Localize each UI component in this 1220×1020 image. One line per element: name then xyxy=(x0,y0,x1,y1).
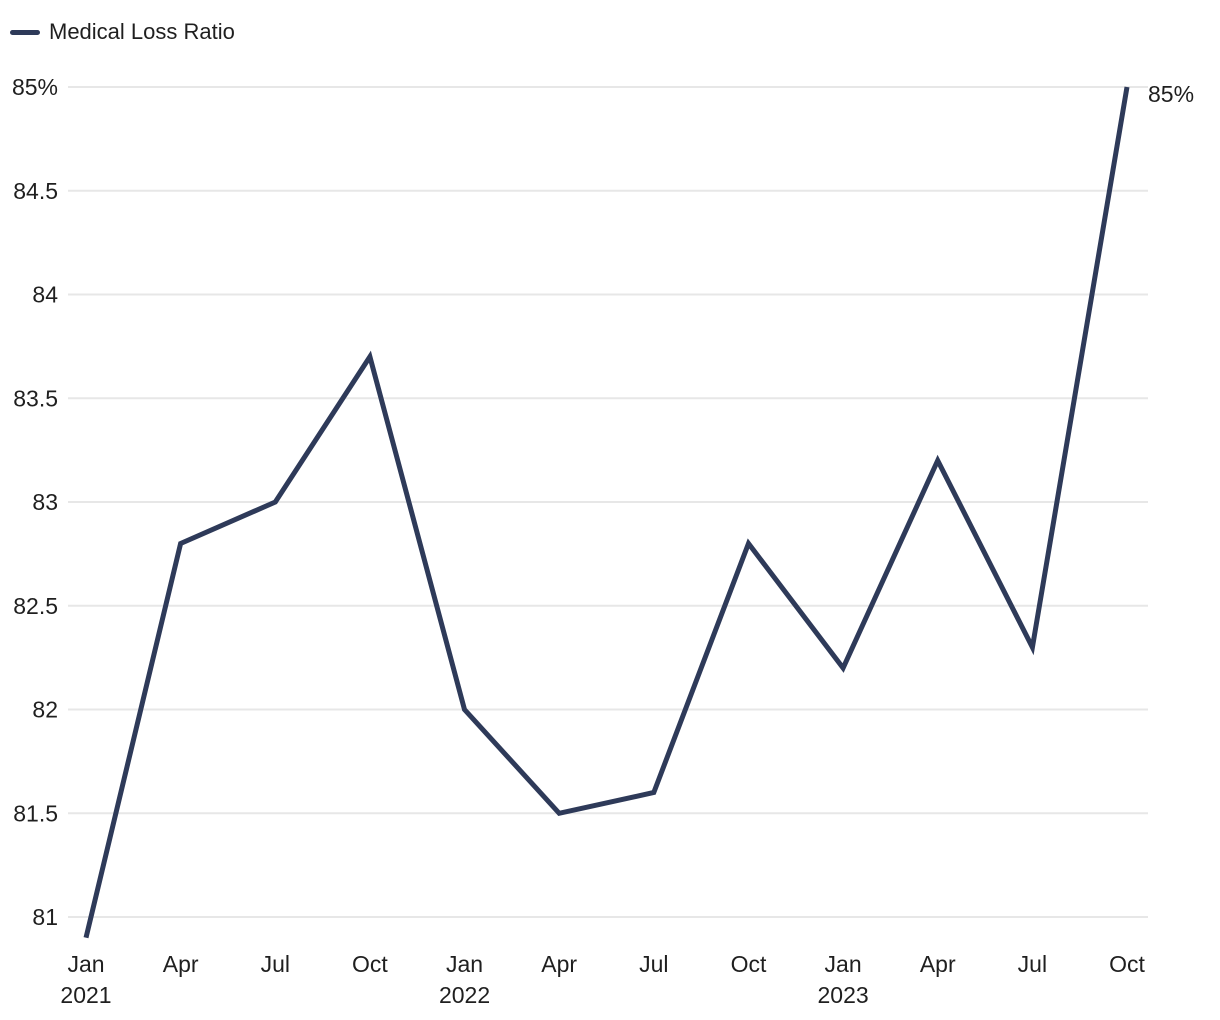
y-axis-tick-label: 82.5 xyxy=(13,593,58,619)
x-axis-year-label: 2022 xyxy=(439,982,490,1008)
x-axis-tick-label: Jan xyxy=(825,951,862,977)
x-axis-tick-label: Jul xyxy=(1018,951,1047,977)
x-axis-tick-label: Jan xyxy=(67,951,104,977)
y-axis-tick-label: 81 xyxy=(32,904,58,930)
x-axis-tick-label: Apr xyxy=(920,951,956,977)
legend-line-swatch-icon xyxy=(10,29,40,35)
legend-label: Medical Loss Ratio xyxy=(49,19,235,44)
x-axis-tick-label: Jul xyxy=(261,951,290,977)
y-axis-tick-label: 83 xyxy=(32,489,58,515)
y-axis-tick-label: 85% xyxy=(12,74,58,100)
x-axis-tick-label: Oct xyxy=(1109,951,1145,977)
y-axis-tick-label: 83.5 xyxy=(13,385,58,411)
series-end-value-label: 85% xyxy=(1148,81,1194,107)
y-axis-tick-label: 81.5 xyxy=(13,800,58,826)
x-axis-year-label: 2023 xyxy=(818,982,869,1008)
y-axis-tick-label: 84.5 xyxy=(13,178,58,204)
x-axis-tick-label: Oct xyxy=(731,951,767,977)
x-axis-tick-label: Jan xyxy=(446,951,483,977)
x-axis-tick-label: Apr xyxy=(541,951,577,977)
legend-item-medical-loss-ratio[interactable]: Medical Loss Ratio xyxy=(10,19,235,45)
x-axis-tick-label: Oct xyxy=(352,951,388,977)
x-axis-tick-label: Jul xyxy=(639,951,668,977)
series-line-medical-loss-ratio[interactable] xyxy=(83,86,1130,939)
x-axis-tick-label: Apr xyxy=(163,951,199,977)
y-axis-tick-label: 82 xyxy=(32,697,58,723)
x-axis-year-label: 2021 xyxy=(60,982,111,1008)
y-axis-tick-label: 84 xyxy=(32,282,58,308)
